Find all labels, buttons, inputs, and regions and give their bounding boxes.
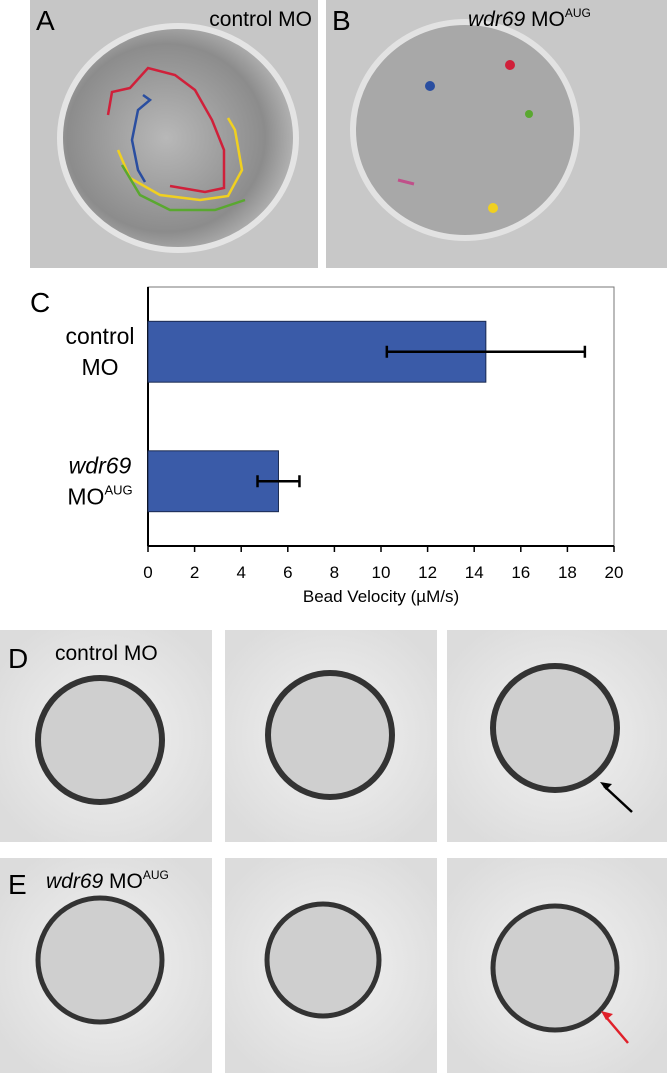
x-tick-label: 0 <box>143 563 152 582</box>
category-line: MO <box>67 483 104 509</box>
error-bar <box>256 475 301 488</box>
error-bar <box>385 345 587 358</box>
panel-caption: control MO <box>209 8 312 31</box>
superscript: AUG <box>143 868 169 882</box>
panel-caption: wdr69 MOAUG <box>46 868 169 893</box>
x-tick-label: 20 <box>605 563 624 582</box>
caption: MO <box>531 8 565 31</box>
caption: MO <box>109 870 143 893</box>
panel-label: E <box>8 869 27 900</box>
x-tick-label: 14 <box>465 563 484 582</box>
panel-d-images <box>0 630 667 842</box>
x-tick-label: 8 <box>330 563 339 582</box>
panel-label: B <box>332 5 351 36</box>
panel-b-image <box>326 0 667 268</box>
gene: wdr69 <box>46 870 104 893</box>
category-label: control <box>65 323 134 349</box>
superscript: AUG <box>104 482 132 497</box>
panel-e-images <box>0 858 667 1073</box>
bar-chart: 0 2 4 6 8 10 12 14 16 18 20 Bead Velocity (µM/s) con… <box>65 286 624 606</box>
x-tick-label: 10 <box>372 563 391 582</box>
panel-a-image <box>30 0 318 268</box>
x-tick-label: 6 <box>283 563 292 582</box>
panel-label: A <box>36 5 55 36</box>
panel-caption: control MO <box>55 642 158 665</box>
x-tick-label: 2 <box>190 563 199 582</box>
panel-caption: wdr69 MOAUG <box>468 6 591 31</box>
x-axis-label: Bead Velocity (µM/s) <box>303 587 459 606</box>
superscript: AUG <box>565 6 591 20</box>
panel-label: C <box>30 287 50 318</box>
x-tick-label: 16 <box>511 563 530 582</box>
x-tick-label: 4 <box>236 563 245 582</box>
panel-label: D <box>8 643 28 674</box>
category-line: MO <box>81 354 118 380</box>
category-label: MOAUG <box>67 482 132 509</box>
category-label: MO <box>81 354 118 380</box>
category-label: wdr69 <box>69 452 132 478</box>
x-tick-label: 12 <box>418 563 437 582</box>
x-tick-label: 18 <box>558 563 577 582</box>
gene: wdr69 <box>468 8 526 31</box>
